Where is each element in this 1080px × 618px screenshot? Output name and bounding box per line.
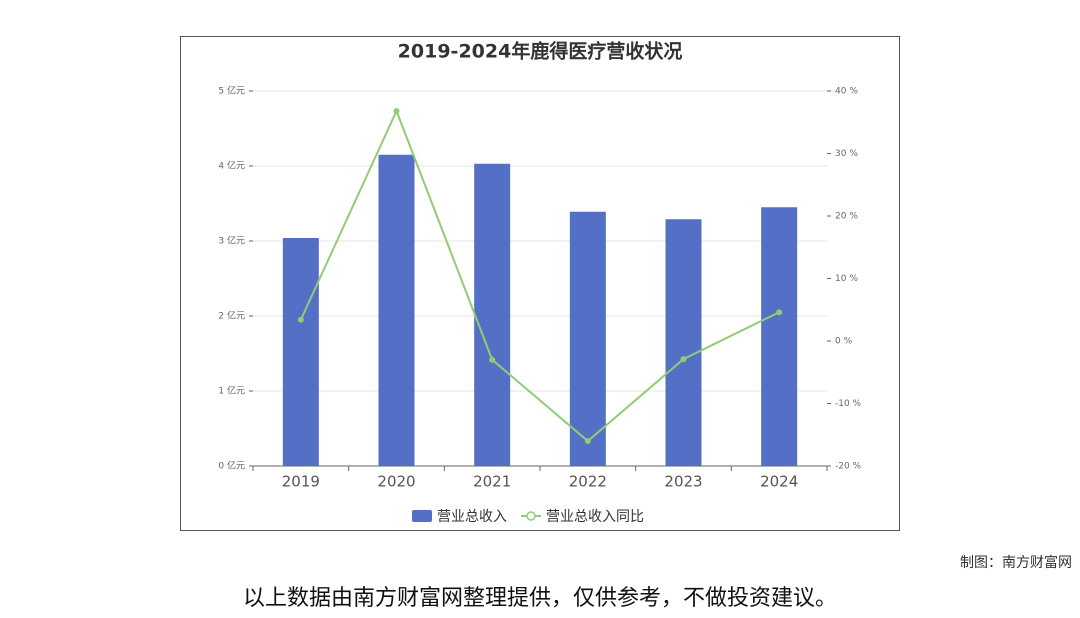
legend-label: 营业总收入 bbox=[437, 509, 507, 525]
y-tick-label: 4 亿元 bbox=[218, 160, 245, 172]
line-point bbox=[680, 356, 687, 363]
legend-swatch bbox=[412, 510, 432, 522]
y2-tick-label: 30 % bbox=[835, 149, 858, 159]
y2-tick-label: 40 % bbox=[835, 87, 858, 97]
credit: 制图：南方财富网 bbox=[960, 554, 1072, 571]
line-point bbox=[584, 438, 591, 444]
legend-label: 营业总收入同比 bbox=[546, 509, 644, 525]
y-tick-label: 2 亿元 bbox=[218, 310, 245, 322]
bar bbox=[665, 219, 702, 466]
x-tick-label: 2024 bbox=[760, 473, 798, 491]
line-point bbox=[776, 309, 783, 316]
x-tick-label: 2022 bbox=[569, 473, 607, 491]
x-tick-label: 2023 bbox=[664, 473, 702, 491]
line-point bbox=[393, 108, 400, 114]
bar bbox=[474, 163, 511, 466]
line-point bbox=[489, 356, 496, 363]
y-tick-label: 5 亿元 bbox=[218, 85, 245, 97]
legend-swatch bbox=[526, 511, 536, 521]
x-tick-label: 2021 bbox=[473, 473, 511, 491]
line-point bbox=[297, 316, 304, 323]
y2-tick-label: -10 % bbox=[835, 399, 862, 409]
disclaimer: 以上数据由南方财富网整理提供，仅供参考，不做投资建议。 bbox=[243, 586, 837, 611]
y-tick-label: 0 亿元 bbox=[218, 460, 245, 472]
y-tick-label: 1 亿元 bbox=[218, 385, 245, 397]
chart-title: 2019-2024年鹿得医疗营收状况 bbox=[398, 40, 683, 63]
x-tick-label: 2019 bbox=[282, 473, 320, 491]
y-tick-label: 3 亿元 bbox=[218, 235, 245, 247]
y2-tick-label: 20 % bbox=[835, 212, 858, 222]
y2-tick-label: 0 % bbox=[835, 337, 853, 347]
bar bbox=[378, 154, 415, 466]
y2-tick-label: 10 % bbox=[835, 274, 858, 284]
x-tick-label: 2020 bbox=[377, 473, 415, 491]
y2-tick-label: -20 % bbox=[835, 462, 862, 472]
line bbox=[299, 108, 780, 443]
bar bbox=[761, 207, 798, 466]
bar bbox=[282, 238, 319, 466]
bar bbox=[569, 211, 606, 466]
